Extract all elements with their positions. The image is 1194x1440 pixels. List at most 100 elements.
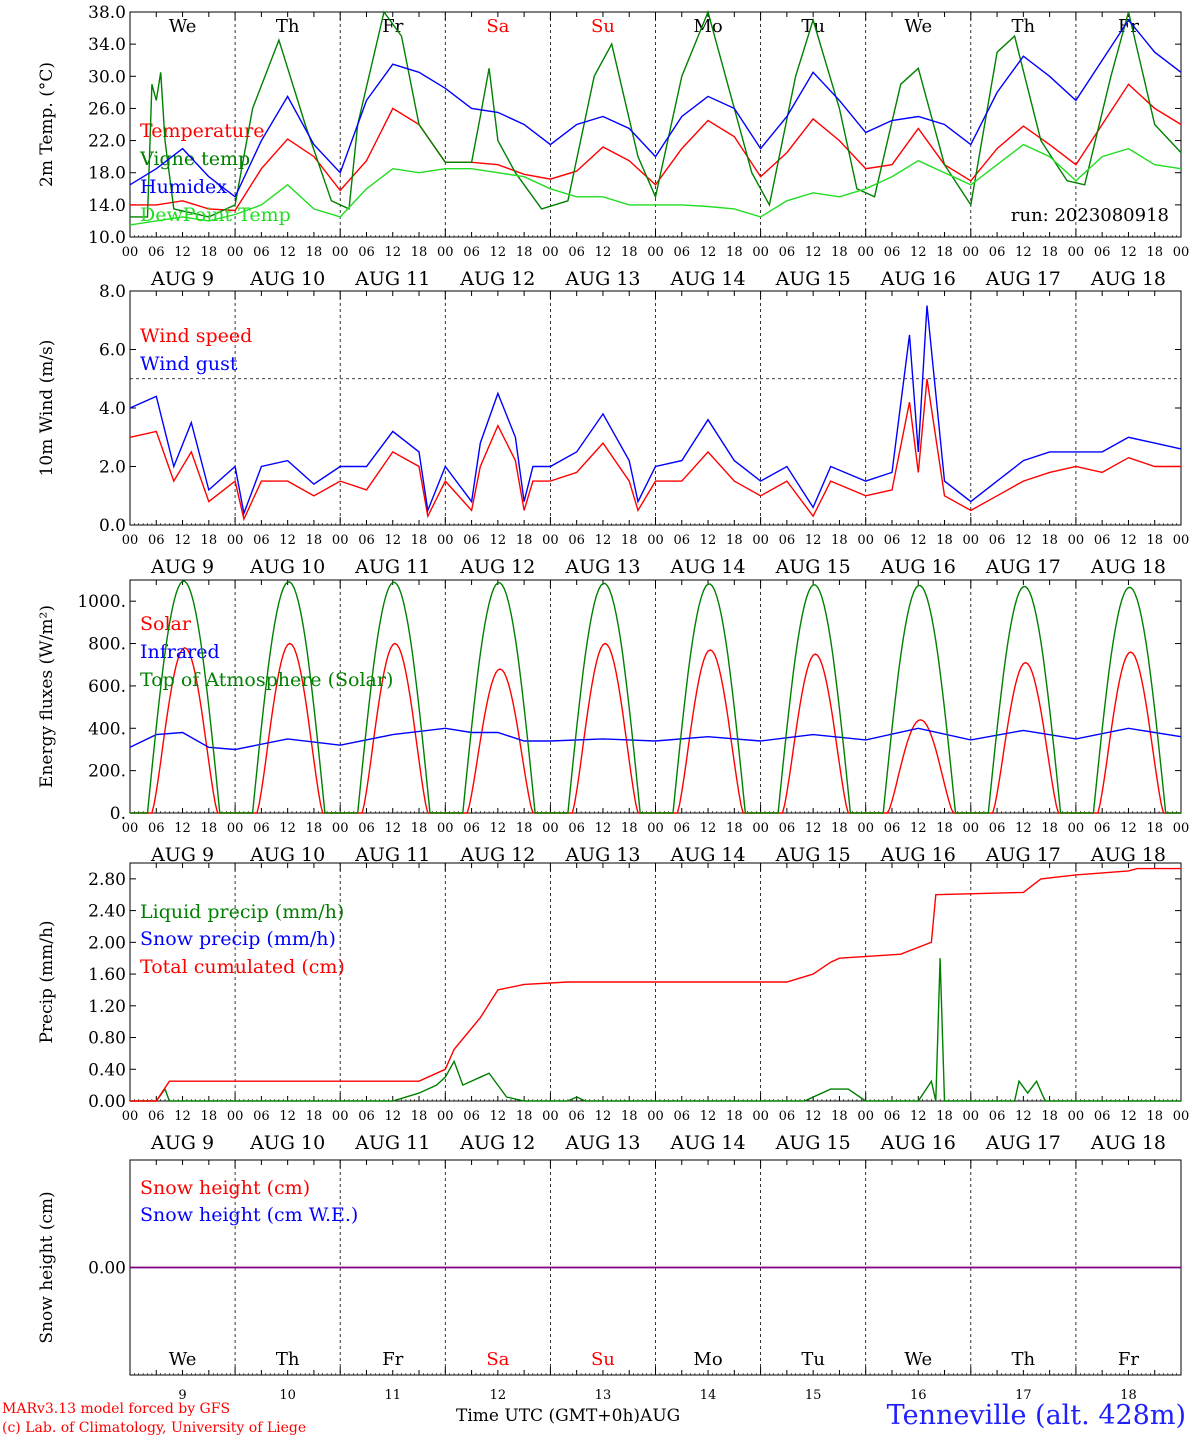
hour-tick-label: 12 bbox=[174, 1109, 191, 1124]
y-tick-label: 600. bbox=[88, 677, 126, 697]
hour-tick-label: 00 bbox=[1173, 245, 1190, 260]
date-label: AUG 13 bbox=[564, 844, 640, 866]
y-axis-label: Snow height (cm) bbox=[37, 1191, 57, 1343]
date-label: AUG 16 bbox=[880, 844, 956, 866]
hour-tick-label: 06 bbox=[358, 533, 375, 548]
hour-tick-label: 18 bbox=[411, 245, 428, 260]
date-label: AUG 13 bbox=[564, 556, 640, 578]
hour-tick-label: 18 bbox=[1146, 821, 1163, 836]
weekday-label: Th bbox=[1012, 1349, 1036, 1370]
y-tick-label: 38.0 bbox=[88, 3, 126, 23]
hour-tick-label: 18 bbox=[936, 533, 953, 548]
station-name: Tenneville (alt. 428m) bbox=[886, 1400, 1186, 1431]
legend-entry: Wind gust bbox=[140, 353, 238, 375]
hour-tick-label: 18 bbox=[516, 245, 533, 260]
hour-tick-label: 06 bbox=[779, 533, 796, 548]
date-label: AUG 9 bbox=[150, 268, 214, 290]
hour-tick-label: 06 bbox=[358, 821, 375, 836]
date-label: AUG 16 bbox=[880, 268, 956, 290]
hour-tick-label: 06 bbox=[568, 821, 585, 836]
hour-tick-label: 06 bbox=[779, 1109, 796, 1124]
date-label: AUG 9 bbox=[150, 556, 214, 578]
hour-tick-label: 06 bbox=[568, 1109, 585, 1124]
y-tick-label: 26.0 bbox=[88, 99, 126, 119]
legend-entry: Infrared bbox=[140, 641, 220, 663]
day-number-label: 10 bbox=[279, 1388, 296, 1403]
series-line bbox=[130, 580, 1181, 814]
hour-tick-label: 00 bbox=[1173, 533, 1190, 548]
hour-tick-label: 06 bbox=[989, 533, 1006, 548]
date-label: AUG 10 bbox=[249, 556, 325, 578]
hour-tick-label: 18 bbox=[201, 245, 218, 260]
y-tick-label: 4.0 bbox=[99, 399, 126, 419]
y-tick-label: 2.40 bbox=[88, 902, 126, 922]
panel-1: 10.0 14.0 18.0 22.0 26.0 30.0 34.0 38.0 2m Temp.… bbox=[37, 3, 1189, 290]
hour-tick-label: 18 bbox=[516, 533, 533, 548]
model-credit: MARv3.13 model forced by GFS bbox=[2, 1401, 231, 1417]
hour-tick-label: 00 bbox=[752, 245, 769, 260]
hour-tick-label: 12 bbox=[910, 1109, 927, 1124]
hour-tick-label: 06 bbox=[884, 245, 901, 260]
hour-tick-label: 18 bbox=[306, 821, 323, 836]
x-axis-title: Time UTC (GMT+0h)AUG bbox=[456, 1406, 681, 1426]
weekday-label: Tu bbox=[801, 16, 825, 37]
date-label: AUG 14 bbox=[669, 268, 745, 290]
hour-tick-label: 12 bbox=[1120, 245, 1137, 260]
panel-2: 0.0 2.0 4.0 6.0 8.0 10m Wind (m/s) 00 06 12 18 00 0… bbox=[37, 282, 1189, 578]
hour-tick-label: 06 bbox=[463, 821, 480, 836]
hour-tick-label: 00 bbox=[437, 245, 454, 260]
y-tick-label: 1.60 bbox=[88, 965, 126, 985]
date-label: AUG 11 bbox=[354, 556, 430, 578]
hour-tick-label: 12 bbox=[174, 533, 191, 548]
y-tick-label: 8.0 bbox=[99, 282, 126, 302]
hour-tick-label: 12 bbox=[805, 245, 822, 260]
hour-tick-label: 06 bbox=[568, 533, 585, 548]
hour-tick-label: 12 bbox=[279, 1109, 296, 1124]
hour-tick-label: 18 bbox=[306, 533, 323, 548]
hour-tick-label: 06 bbox=[674, 533, 691, 548]
date-label: AUG 15 bbox=[775, 268, 851, 290]
date-label: AUG 14 bbox=[669, 1132, 745, 1154]
hour-tick-label: 18 bbox=[411, 821, 428, 836]
hour-tick-label: 12 bbox=[1120, 1109, 1137, 1124]
hour-tick-label: 18 bbox=[831, 533, 848, 548]
hour-tick-label: 12 bbox=[1120, 821, 1137, 836]
day-number-label: 18 bbox=[1120, 1388, 1137, 1403]
legend-entry: Snow height (cm W.E.) bbox=[140, 1204, 358, 1226]
date-label: AUG 14 bbox=[669, 844, 745, 866]
weekday-label: We bbox=[169, 16, 197, 37]
weekday-label: Su bbox=[591, 1349, 615, 1370]
hour-tick-label: 00 bbox=[963, 1109, 980, 1124]
hour-tick-label: 12 bbox=[1120, 533, 1137, 548]
panel-4: 0.00 0.40 0.80 1.20 1.60 2.00 2.40 2.80 Precip (… bbox=[37, 862, 1189, 1154]
day-number-label: 16 bbox=[910, 1388, 927, 1403]
date-label: AUG 11 bbox=[354, 844, 430, 866]
hour-tick-label: 18 bbox=[1041, 533, 1058, 548]
hour-tick-label: 18 bbox=[726, 245, 743, 260]
y-axis-label: Energy fluxes (W/m²) bbox=[37, 605, 57, 788]
hour-tick-label: 18 bbox=[936, 1109, 953, 1124]
hour-tick-label: 12 bbox=[490, 1109, 507, 1124]
y-tick-label: 0.40 bbox=[88, 1060, 126, 1080]
y-tick-label: 2.80 bbox=[88, 870, 126, 890]
y-axis-label: 2m Temp. (°C) bbox=[37, 62, 57, 187]
y-axis-label: 10m Wind (m/s) bbox=[37, 340, 57, 477]
date-label: AUG 17 bbox=[985, 556, 1061, 578]
weekday-label: Th bbox=[276, 1349, 300, 1370]
hour-tick-label: 00 bbox=[1068, 533, 1085, 548]
weekday-label: We bbox=[904, 16, 932, 37]
legend-entry: Total cumulated (cm) bbox=[140, 956, 345, 978]
hour-tick-label: 18 bbox=[516, 1109, 533, 1124]
hour-tick-label: 12 bbox=[279, 821, 296, 836]
series-line bbox=[130, 867, 1181, 1102]
hour-tick-label: 00 bbox=[227, 821, 244, 836]
hour-tick-label: 12 bbox=[910, 533, 927, 548]
series-line bbox=[130, 83, 1182, 212]
hour-tick-label: 12 bbox=[1015, 821, 1032, 836]
hour-tick-label: 18 bbox=[1146, 533, 1163, 548]
hour-tick-label: 12 bbox=[805, 1109, 822, 1124]
weekday-label: Tu bbox=[801, 1349, 825, 1370]
hour-tick-label: 18 bbox=[1041, 245, 1058, 260]
hour-tick-label: 12 bbox=[595, 821, 612, 836]
hour-tick-label: 12 bbox=[490, 821, 507, 836]
